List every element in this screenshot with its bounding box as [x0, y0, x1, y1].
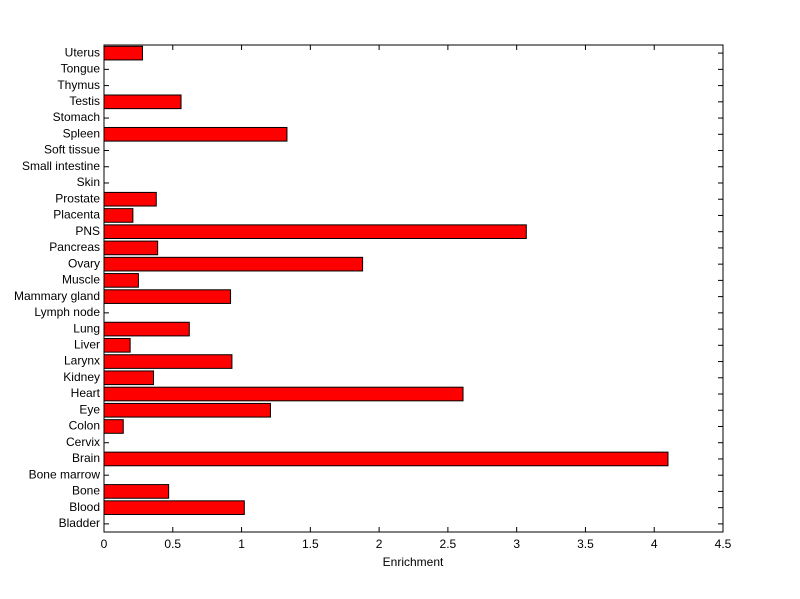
bar [103, 419, 124, 434]
y-tick-label: Mammary gland [14, 289, 100, 303]
bar [103, 208, 134, 223]
y-tick-label: Liver [74, 337, 100, 351]
plot-area [103, 44, 724, 533]
bar [103, 370, 155, 386]
x-tick-label: 2.5 [440, 537, 457, 551]
y-tick-label: Bone [72, 484, 100, 498]
x-tick-label: 2 [376, 537, 383, 551]
y-tick-label: Pancreas [49, 240, 100, 254]
y-tick-label: Lung [73, 321, 100, 335]
y-tick-label: Stomach [53, 110, 100, 124]
y-tick-label: Blood [69, 500, 100, 514]
x-tick-label: 1 [238, 537, 245, 551]
bar [103, 451, 669, 467]
bar [103, 386, 464, 402]
bar [103, 484, 170, 499]
y-tick-label: Brain [72, 451, 100, 465]
y-tick-label: Kidney [63, 370, 100, 384]
bar [103, 321, 190, 337]
bar [103, 402, 271, 418]
bar [103, 191, 157, 207]
x-tick-label: 4.5 [715, 537, 732, 551]
bar [103, 126, 288, 142]
x-axis-label: Enrichment [383, 555, 444, 569]
y-tick-label: Bone marrow [29, 467, 101, 481]
bar [103, 256, 364, 272]
y-tick-label: Placenta [53, 208, 100, 222]
y-tick-label: Cervix [66, 435, 100, 449]
y-tick-label: Spleen [63, 126, 100, 140]
x-tick-label: 3.5 [577, 537, 594, 551]
y-tick-label: Muscle [62, 273, 100, 287]
x-tick-label: 0 [101, 537, 108, 551]
y-tick-label: Colon [69, 419, 100, 433]
bar [103, 354, 233, 369]
x-tick-label: 0.5 [164, 537, 181, 551]
bar [103, 94, 182, 110]
bar [103, 45, 144, 61]
y-tick-label: Testis [69, 94, 100, 108]
y-tick-label: Uterus [65, 45, 100, 59]
x-tick-label: 1.5 [302, 537, 319, 551]
y-tick-label: Tongue [61, 62, 101, 76]
y-tick-label: Skin [77, 175, 100, 189]
bar [103, 273, 139, 288]
bar [103, 240, 159, 256]
bar [103, 224, 527, 240]
y-tick-label: Small intestine [22, 159, 100, 173]
y-tick-label: PNS [75, 224, 100, 238]
y-tick-label: Larynx [64, 354, 100, 368]
x-tick-label: 3 [513, 537, 520, 551]
y-tick-label: Lymph node [34, 305, 100, 319]
bar [103, 337, 131, 353]
y-tick-label: Ovary [68, 256, 100, 270]
y-tick-label: Thymus [57, 78, 100, 92]
bar [103, 289, 232, 304]
y-tick-label: Soft tissue [44, 143, 100, 157]
y-tick-label: Bladder [59, 516, 100, 530]
y-tick-label: Eye [79, 402, 100, 416]
bar [103, 500, 245, 515]
y-tick-label: Prostate [55, 191, 100, 205]
x-tick-label: 4 [651, 537, 658, 551]
y-tick-label: Heart [71, 386, 101, 400]
